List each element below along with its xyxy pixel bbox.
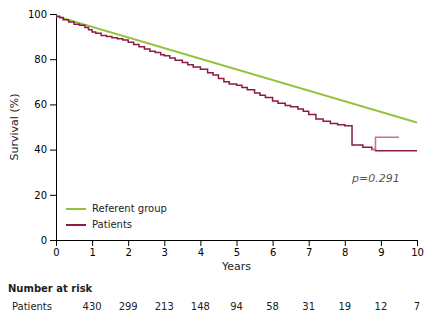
y-axis-tick-label: 20 xyxy=(34,190,47,201)
plot-root: 012345678910020406080100YearsSurvival (%… xyxy=(8,9,424,273)
series-line xyxy=(56,16,417,122)
y-axis-tick-mark xyxy=(50,14,56,15)
annotation: p=0.291 xyxy=(351,172,400,185)
risk-number: 31 xyxy=(302,301,315,312)
legend: Referent group Patients xyxy=(66,203,167,230)
chart-svg: 012345678910020406080100YearsSurvival (%… xyxy=(0,0,433,328)
x-axis-tick-mark xyxy=(417,240,418,246)
series-line xyxy=(56,16,417,150)
y-axis-tick: 0 xyxy=(41,235,56,246)
y-axis-line xyxy=(50,15,57,241)
risk-number: 213 xyxy=(155,301,174,312)
x-axis-tick: 1 xyxy=(89,240,95,258)
y-axis-title: Survival (%) xyxy=(8,94,21,161)
y-axis-tick-label: 40 xyxy=(34,144,47,155)
legend-label: Referent group xyxy=(92,203,167,214)
x-axis-line xyxy=(57,241,418,247)
x-axis-tick: 5 xyxy=(234,240,240,258)
x-axis-tick-mark xyxy=(164,240,165,246)
x-axis-tick-label: 1 xyxy=(89,247,95,258)
legend-item: Patients xyxy=(66,219,132,230)
x-axis-tick-label: 0 xyxy=(53,247,59,258)
risk-number: 58 xyxy=(266,301,279,312)
risk-row-label: Patients xyxy=(12,301,52,312)
y-axis-tick-label: 60 xyxy=(34,99,47,110)
x-axis-tick-label: 2 xyxy=(126,247,132,258)
x-axis-tick-mark xyxy=(273,240,274,246)
y-axis-tick-mark xyxy=(50,150,56,151)
y-axis-tick-mark xyxy=(50,240,56,241)
x-axis-tick-mark xyxy=(92,240,93,246)
y-axis-tick-label: 80 xyxy=(34,54,47,65)
legend-label: Patients xyxy=(92,219,132,230)
x-axis-tick-mark xyxy=(309,240,310,246)
y-axis-tick-mark xyxy=(50,195,56,196)
y-axis-tick-mark xyxy=(50,104,56,105)
risk-table: Number at risk Patients 430 299 213 148 94 58 31… xyxy=(8,283,420,312)
x-axis-tick-mark xyxy=(200,240,201,246)
risk-number: 19 xyxy=(338,301,351,312)
x-axis-tick: 2 xyxy=(126,240,132,258)
x-axis-tick: 8 xyxy=(342,240,348,258)
legend-swatch xyxy=(66,224,86,226)
x-axis-tick: 6 xyxy=(270,240,276,258)
x-axis-tick-label: 9 xyxy=(378,247,384,258)
risk-number: 7 xyxy=(414,301,420,312)
legend-swatch xyxy=(66,208,86,210)
risk-number: 299 xyxy=(119,301,138,312)
x-axis-tick: 3 xyxy=(162,240,168,258)
y-axis-tick-label: 0 xyxy=(41,235,47,246)
y-axis-tick-mark xyxy=(50,59,56,60)
x-axis-tick-label: 10 xyxy=(411,247,424,258)
x-axis-tick-mark xyxy=(345,240,346,246)
y-axis-tick: 80 xyxy=(34,54,56,65)
x-axis-tick-mark xyxy=(381,240,382,246)
x-axis-tick: 7 xyxy=(306,240,312,258)
x-axis-tick-label: 6 xyxy=(270,247,276,258)
y-axis: 0 20 40 60 80 100 xyxy=(28,9,57,246)
x-axis-tick-label: 5 xyxy=(234,247,240,258)
x-axis-tick-label: 3 xyxy=(162,247,168,258)
x-axis-tick-mark xyxy=(128,240,129,246)
x-axis-tick-label: 7 xyxy=(306,247,312,258)
y-axis-tick: 40 xyxy=(34,144,56,155)
risk-number: 12 xyxy=(375,301,388,312)
risk-number: 94 xyxy=(230,301,243,312)
x-axis-tick: 0 xyxy=(53,240,59,258)
chart-container: 012345678910020406080100YearsSurvival (%… xyxy=(0,0,433,328)
x-axis-tick: 10 xyxy=(411,240,424,258)
y-axis-tick: 60 xyxy=(34,99,56,110)
x-axis-tick: 4 xyxy=(198,240,204,258)
y-axis-tick-label: 100 xyxy=(28,9,47,20)
legend-item: Referent group xyxy=(66,203,167,214)
risk-table-title: Number at risk xyxy=(8,283,93,294)
x-axis-tick: 9 xyxy=(378,240,384,258)
x-axis-tick-mark xyxy=(237,240,238,246)
x-axis: 0 1 2 3 4 5 6 7 8 9 10 xyxy=(53,240,424,258)
y-axis-tick: 20 xyxy=(34,190,56,201)
x-axis-tick-label: 8 xyxy=(342,247,348,258)
y-axis-tick: 100 xyxy=(28,9,56,20)
series-line xyxy=(372,137,399,149)
x-axis-title: Years xyxy=(221,260,251,273)
marks xyxy=(56,16,417,150)
risk-number: 148 xyxy=(191,301,210,312)
risk-number: 430 xyxy=(83,301,102,312)
x-axis-tick-label: 4 xyxy=(198,247,204,258)
